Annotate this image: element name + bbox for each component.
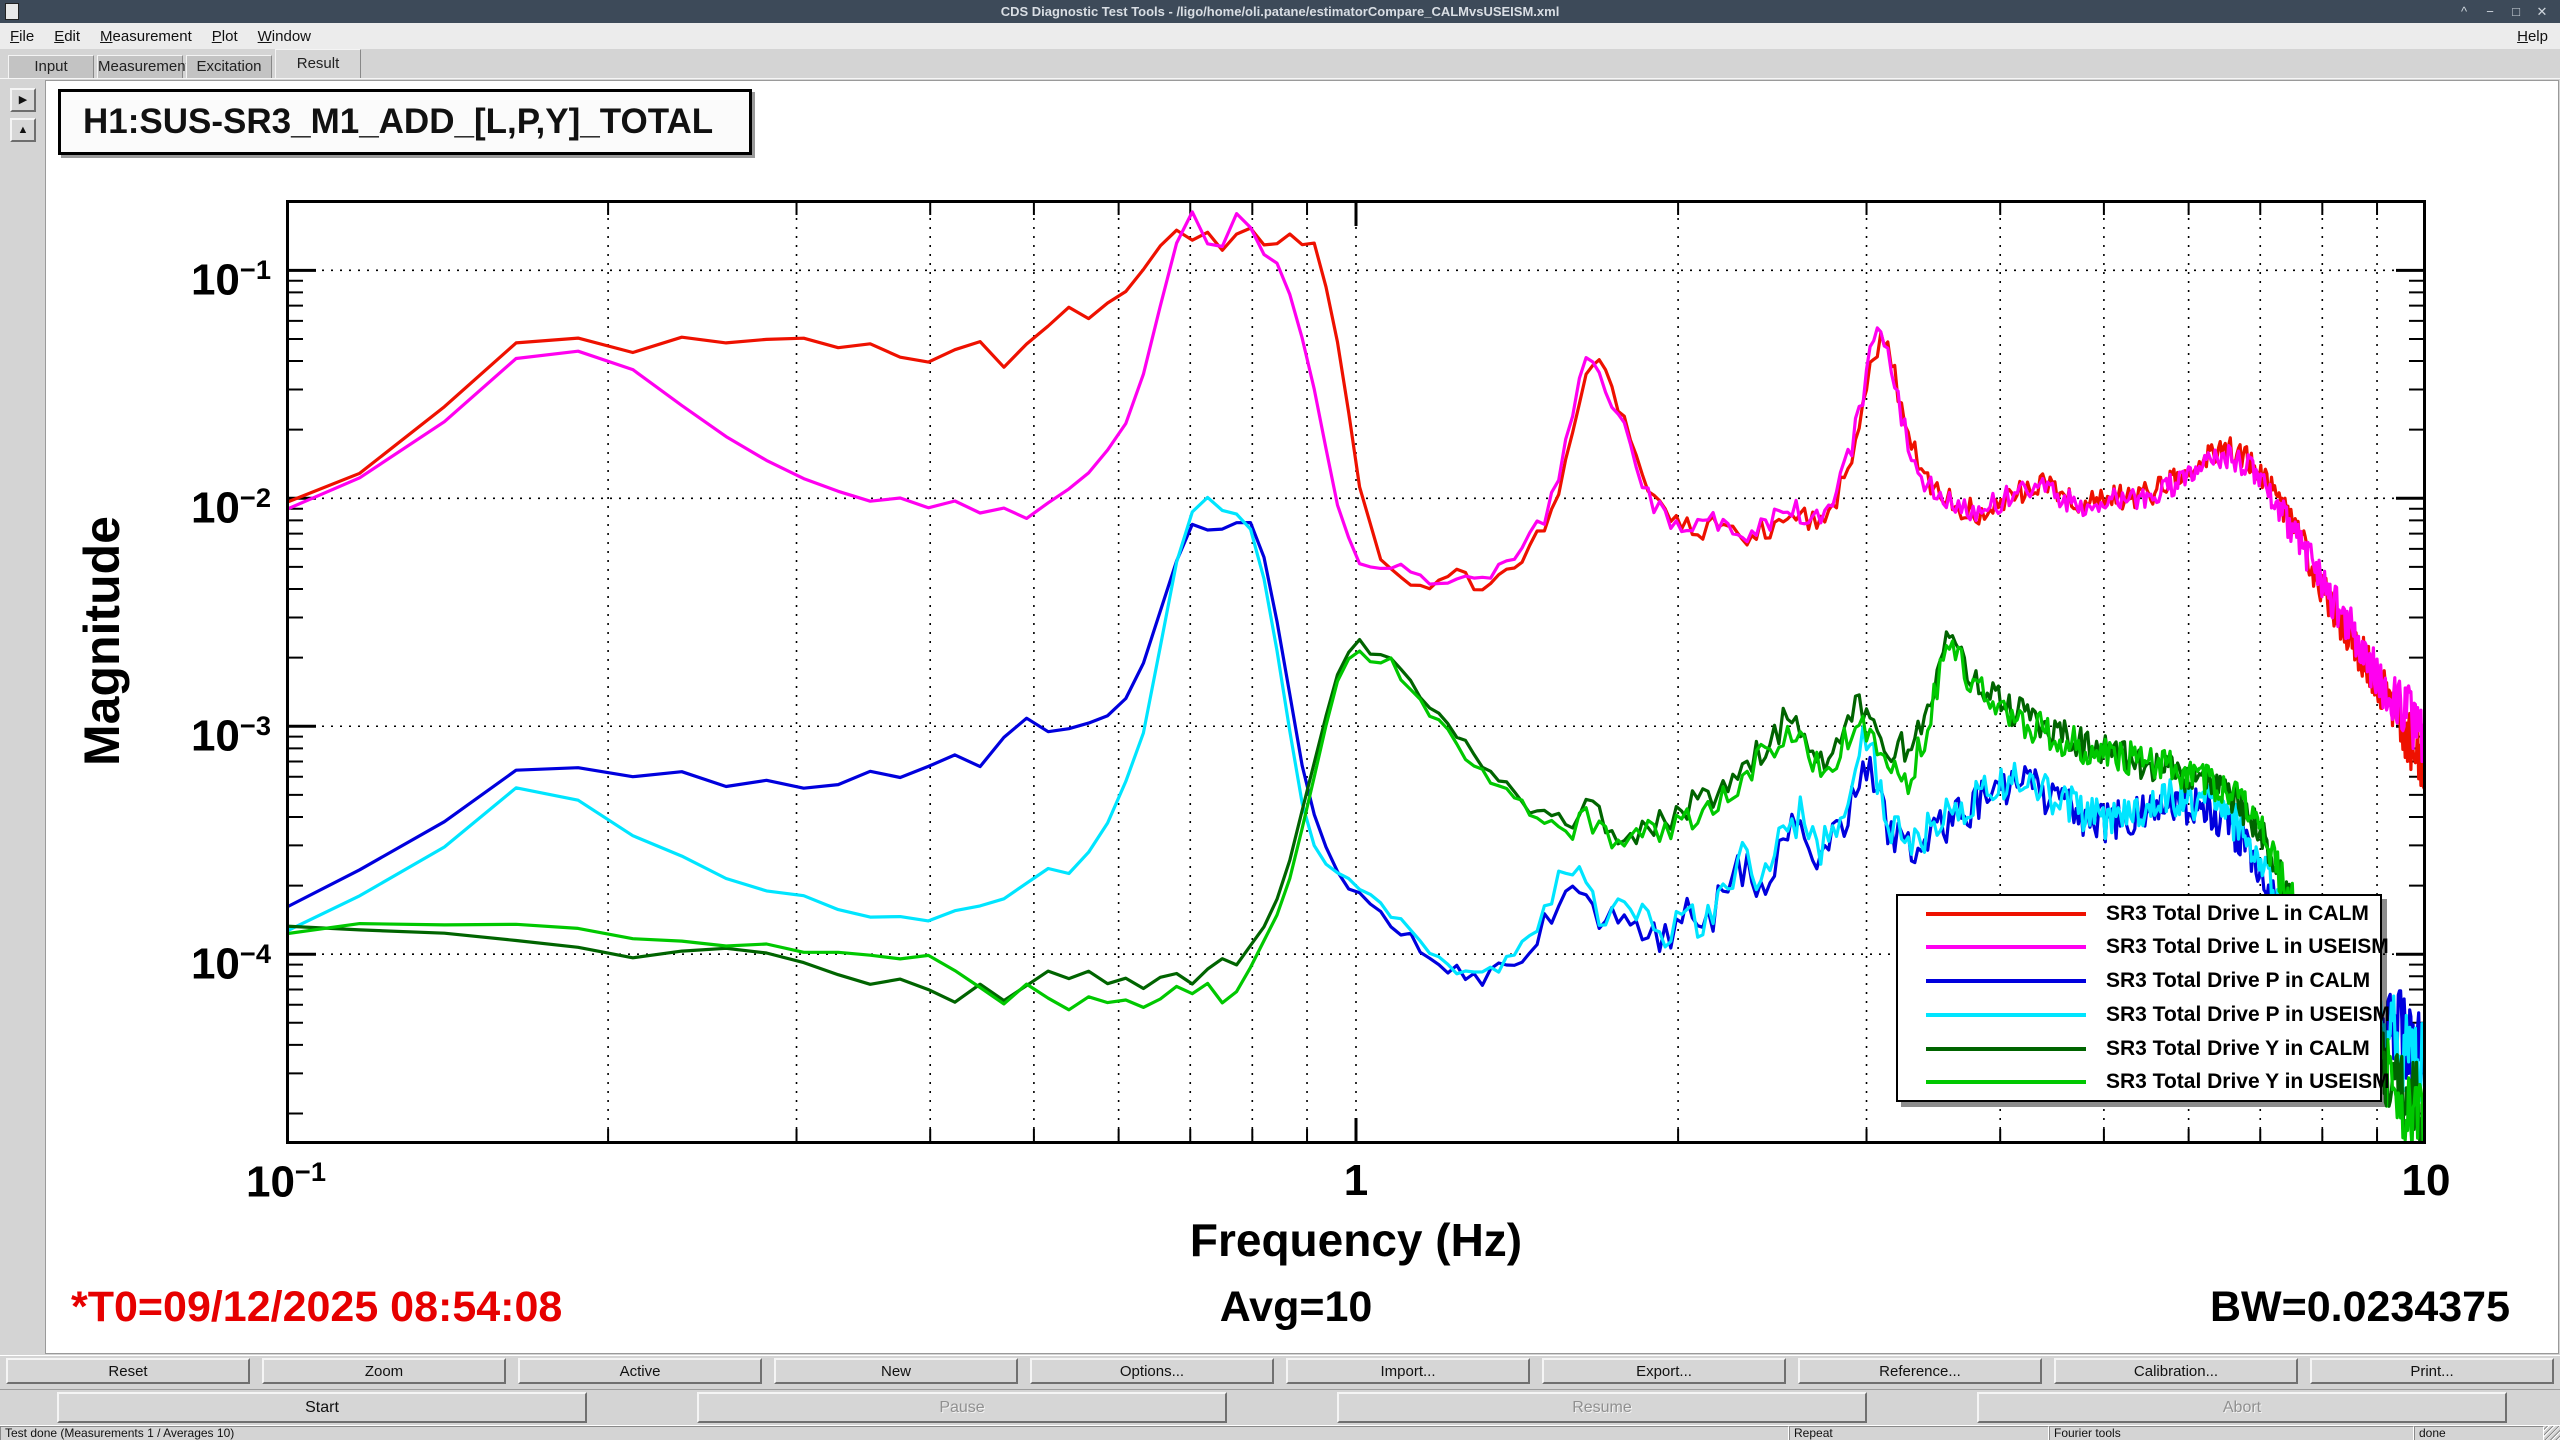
new-button[interactable]: New bbox=[774, 1358, 1018, 1384]
status-field-0: Test done (Measurements 1 / Averages 10) bbox=[0, 1426, 1789, 1440]
legend-line-sample bbox=[1926, 911, 2086, 916]
active-button[interactable]: Active bbox=[518, 1358, 762, 1384]
averages-readout: Avg=10 bbox=[1219, 1283, 1373, 1331]
t0-timestamp: *T0=09/12/2025 08:54:08 bbox=[71, 1283, 563, 1331]
tab-excitation[interactable]: Excitation bbox=[186, 55, 272, 78]
abort-button[interactable]: Abort bbox=[1977, 1392, 2507, 1423]
legend-label: SR3 Total Drive L in USEISM bbox=[2106, 935, 2389, 959]
channel-title: H1:SUS-SR3_M1_ADD_[L,P,Y]_TOTAL bbox=[83, 102, 714, 141]
window-icon bbox=[5, 3, 19, 20]
trace-1 bbox=[286, 210, 2426, 764]
menubar: File Edit Measurement Plot Window Help bbox=[0, 23, 2560, 50]
bandwidth-readout: BW=0.0234375 bbox=[2209, 1283, 2510, 1331]
zoom-button[interactable]: Zoom bbox=[262, 1358, 506, 1384]
window-controls: ^ − □ ✕ bbox=[2456, 4, 2560, 20]
legend-entry[interactable]: SR3 Total Drive Y in CALM bbox=[1898, 1033, 2380, 1065]
status-field-1: Repeat bbox=[1789, 1426, 2049, 1440]
pane-expand-right-button[interactable]: ▶ bbox=[10, 88, 36, 112]
legend-line-sample bbox=[1926, 945, 2086, 950]
reference-button[interactable]: Reference... bbox=[1798, 1358, 2042, 1384]
x-tick-label: 10−1 bbox=[245, 1156, 327, 1207]
close-icon[interactable]: ✕ bbox=[2536, 3, 2548, 19]
tab-result[interactable]: Result bbox=[275, 49, 361, 78]
legend-label: SR3 Total Drive Y in CALM bbox=[2106, 1036, 2370, 1060]
import-button[interactable]: Import... bbox=[1286, 1358, 1530, 1384]
pause-button[interactable]: Pause bbox=[697, 1392, 1227, 1423]
statusbar: Test done (Measurements 1 / Averages 10)… bbox=[0, 1425, 2560, 1440]
x-tick-label: 10 bbox=[2401, 1156, 2451, 1205]
export-button[interactable]: Export... bbox=[1542, 1358, 1786, 1384]
y-tick-label: 10−3 bbox=[190, 710, 271, 761]
start-button[interactable]: Start bbox=[57, 1392, 587, 1423]
calibration-button[interactable]: Calibration... bbox=[2054, 1358, 2298, 1384]
maximize-icon[interactable]: □ bbox=[2512, 3, 2520, 19]
legend-label: SR3 Total Drive Y in USEISM bbox=[2106, 1070, 2390, 1094]
menu-file[interactable]: File bbox=[10, 27, 35, 45]
titlebar: CDS Diagnostic Test Tools - /ligo/home/o… bbox=[0, 0, 2560, 23]
x-tick-label: 1 bbox=[1343, 1156, 1369, 1205]
graph-panel: H1:SUS-SR3_M1_ADD_[L,P,Y]_TOTAL Magnitud… bbox=[45, 80, 2559, 1354]
y-tick-label: 10−2 bbox=[190, 482, 271, 533]
status-field-2: Fourier tools bbox=[2049, 1426, 2414, 1440]
status-field-3: done bbox=[2414, 1426, 2544, 1440]
run-controls: Start Pause Resume Abort bbox=[0, 1389, 2560, 1426]
pane-expand-up-button[interactable]: ▲ bbox=[10, 118, 36, 142]
reset-button[interactable]: Reset bbox=[6, 1358, 250, 1384]
legend-line-sample bbox=[1926, 1080, 2086, 1085]
menu-edit[interactable]: Edit bbox=[54, 27, 81, 45]
legend-label: SR3 Total Drive L in CALM bbox=[2106, 901, 2369, 925]
legend-line-sample bbox=[1926, 979, 2086, 984]
menu-measurement[interactable]: Measurement bbox=[100, 27, 192, 45]
resize-grip[interactable] bbox=[2544, 1426, 2560, 1440]
plot-legend[interactable]: SR3 Total Drive L in CALM SR3 Total Drive… bbox=[1896, 894, 2390, 1102]
legend-entry[interactable]: SR3 Total Drive P in USEISM bbox=[1898, 999, 2390, 1031]
y-tick-label: 10−4 bbox=[190, 938, 271, 989]
legend-entry[interactable]: SR3 Total Drive Y in USEISM bbox=[1898, 1066, 2390, 1098]
legend-entry[interactable]: SR3 Total Drive L in CALM bbox=[1898, 898, 2380, 930]
print-button[interactable]: Print... bbox=[2310, 1358, 2554, 1384]
menu-window[interactable]: Window bbox=[257, 27, 311, 45]
menu-plot[interactable]: Plot bbox=[211, 27, 238, 45]
legend-entry[interactable]: SR3 Total Drive L in USEISM bbox=[1898, 931, 2389, 963]
y-axis-label: Magnitude bbox=[74, 516, 130, 766]
plot-toolbar: Reset Zoom Active New Options... Import... Exp… bbox=[0, 1355, 2560, 1386]
shade-icon[interactable]: ^ bbox=[2460, 3, 2468, 19]
resume-button[interactable]: Resume bbox=[1337, 1392, 1867, 1423]
window-title: CDS Diagnostic Test Tools - /ligo/home/o… bbox=[1000, 4, 1560, 19]
tab-measurement[interactable]: Measurement bbox=[97, 55, 190, 78]
y-tick-label: 10−1 bbox=[190, 254, 271, 305]
legend-line-sample bbox=[1926, 1046, 2086, 1051]
legend-entry[interactable]: SR3 Total Drive P in CALM bbox=[1898, 965, 2380, 997]
tabbar: Input Measurement Excitation Result bbox=[0, 49, 2560, 79]
legend-label: SR3 Total Drive P in USEISM bbox=[2106, 1002, 2390, 1026]
menu-help[interactable]: Help bbox=[2517, 27, 2548, 45]
options-button[interactable]: Options... bbox=[1030, 1358, 1274, 1384]
legend-line-sample bbox=[1926, 1012, 2086, 1017]
x-axis-label: Frequency (Hz) bbox=[1189, 1214, 1523, 1266]
tab-input[interactable]: Input bbox=[8, 55, 94, 78]
channel-title-box: H1:SUS-SR3_M1_ADD_[L,P,Y]_TOTAL bbox=[58, 89, 752, 155]
minimize-icon[interactable]: − bbox=[2486, 3, 2494, 19]
legend-label: SR3 Total Drive P in CALM bbox=[2106, 969, 2371, 993]
